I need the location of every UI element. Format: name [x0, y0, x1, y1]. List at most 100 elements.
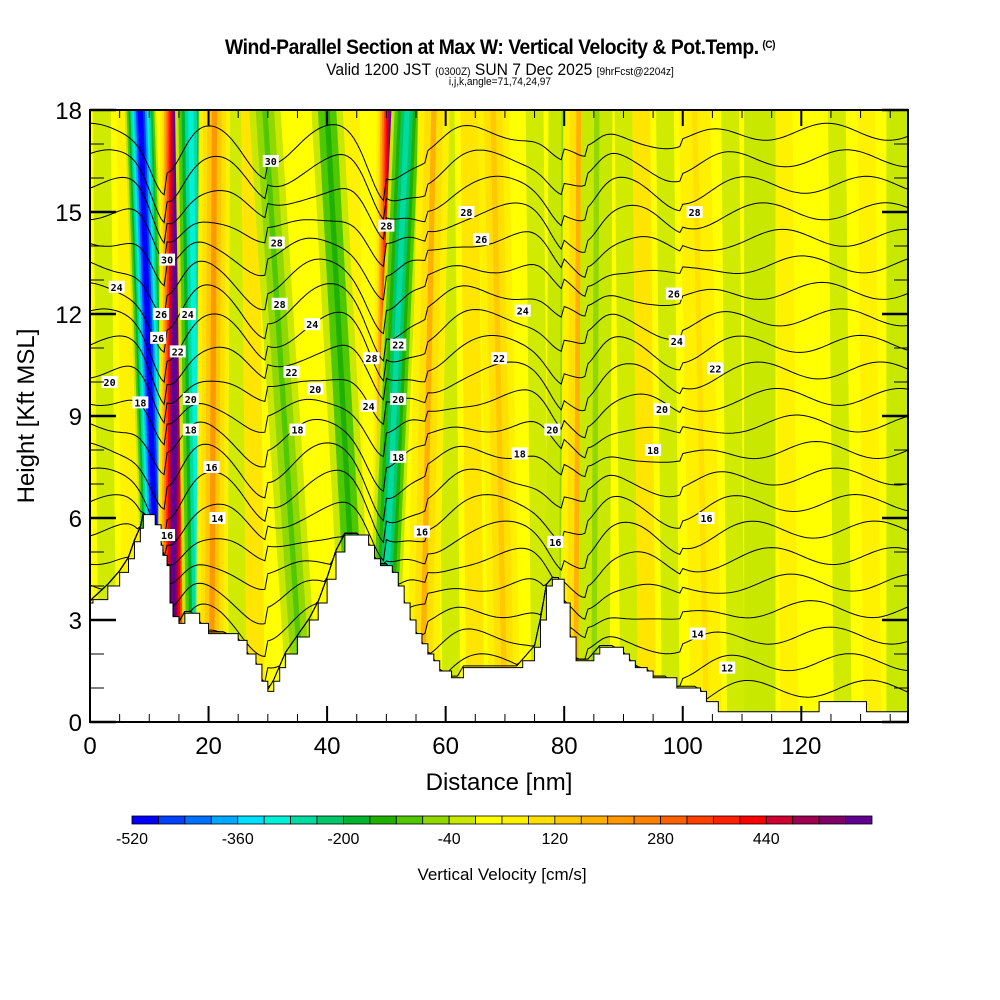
- contour-label: 20: [390, 393, 407, 406]
- contour-label-text: 28: [366, 354, 378, 365]
- contour-label-bg: [169, 345, 186, 358]
- chart-subtitle: Valid 1200 JST (0300Z) SUN 7 Dec 2025 [9…: [40, 60, 960, 80]
- contour-label-text: 12: [721, 664, 733, 675]
- contour-label-text: 16: [205, 463, 217, 474]
- w-band-layer: [208, 110, 218, 722]
- contour-label-bg: [390, 393, 407, 405]
- colorbar-bin: [263, 815, 291, 825]
- contour-label: 16: [413, 525, 430, 539]
- contour-label: 16: [203, 461, 220, 474]
- contour-label-bg: [491, 352, 507, 365]
- contour-label: 18: [289, 423, 306, 437]
- contour-label-bg: [378, 219, 395, 232]
- contour-label-bg: [363, 352, 380, 365]
- contour-label-text: 28: [380, 222, 392, 233]
- contour-labels: 30 28 28 24 22 20 18 16 14 16 24 30 26 24 26 22 20 18 20 18…: [101, 155, 736, 675]
- contour-label-bg: [645, 444, 662, 456]
- contour-label-bg: [514, 304, 531, 317]
- contour-label-text: 22: [286, 368, 298, 379]
- contour-label-bg: [289, 423, 306, 436]
- colorbar-bin: [343, 815, 371, 825]
- contour-label-bg: [544, 423, 561, 436]
- y-tick-label: 12: [55, 302, 82, 329]
- contour-label: 24: [179, 308, 196, 321]
- isentrope-28: [90, 255, 908, 335]
- colorbar-bin: [158, 815, 186, 825]
- contour-label-text: 18: [291, 426, 303, 437]
- contour-label-text: 28: [274, 300, 286, 311]
- y-tick-label: 3: [69, 608, 82, 635]
- contour-label-text: 20: [656, 405, 668, 416]
- contour-label-text: 26: [152, 334, 164, 345]
- w-band-downdraft-7: [744, 110, 776, 722]
- contour-label-bg: [547, 535, 564, 548]
- w-band-layer: [419, 110, 437, 722]
- x-tick-label: 60: [432, 733, 459, 760]
- valid-utc: (0300Z): [435, 66, 471, 78]
- contour-label-text: 22: [172, 347, 184, 358]
- potential-temperature-contours: [90, 122, 908, 700]
- colorbar-tick-label: -520: [116, 831, 148, 848]
- contour-label-text: 16: [416, 528, 428, 539]
- isentrope-26: [90, 308, 908, 384]
- contour-label: 26: [153, 308, 170, 321]
- w-band-layer: [573, 110, 582, 722]
- contour-label-bg: [179, 308, 196, 320]
- colorbar-bin: [607, 815, 635, 825]
- contour-label-bg: [390, 338, 407, 351]
- contour-label: 22: [169, 345, 186, 358]
- contour-label-bg: [707, 362, 724, 375]
- contour-label-text: 28: [460, 208, 472, 219]
- contour-label: 16: [547, 535, 564, 549]
- isentrope-22: [90, 414, 908, 492]
- isentrope-18: [90, 511, 908, 572]
- contour-label: 12: [719, 661, 736, 675]
- contour-label-text: 22: [709, 364, 721, 375]
- contour-label: 30: [262, 155, 279, 168]
- y-axis-label: Height [Kft MSL]: [13, 329, 40, 504]
- contour-label: 28: [268, 236, 285, 250]
- isentrope-23: [90, 388, 908, 458]
- x-tick-label: 120: [781, 733, 821, 760]
- contour-label: 22: [491, 352, 507, 365]
- title-text: Wind-Parallel Section at Max W: Vertical…: [225, 36, 759, 59]
- contour-label: 24: [514, 304, 531, 318]
- x-axis-label: Distance [nm]: [426, 769, 573, 796]
- colorbar-bin: [818, 815, 846, 825]
- w-band-updraft-3: [406, 110, 450, 722]
- x-tick-label: 40: [314, 733, 341, 760]
- contour-label: 14: [209, 512, 226, 525]
- contour-label: 26: [665, 287, 682, 301]
- w-stripe: [525, 110, 550, 722]
- isentrope-15: [90, 511, 908, 658]
- w-stripe: [656, 110, 680, 722]
- x-tick-label: 80: [551, 733, 578, 760]
- contour-label-bg: [132, 396, 149, 409]
- contour-label-bg: [307, 382, 324, 395]
- colorbar-bin: [660, 815, 688, 825]
- w-band-updraft-5: [477, 110, 521, 722]
- colorbar-bin: [580, 815, 609, 825]
- contour-label: 30: [159, 253, 176, 267]
- w-band-downdraft-6: [578, 110, 613, 722]
- contour-label: 22: [390, 338, 407, 352]
- contour-label-bg: [108, 280, 125, 293]
- colorbar-tick-label: -360: [222, 831, 254, 848]
- w-stripe: [721, 110, 745, 722]
- contour-label-bg: [360, 399, 377, 412]
- w-stripe: [632, 110, 657, 722]
- w-band-updraft-6: [678, 110, 723, 722]
- contour-label-text: 20: [185, 395, 197, 406]
- y-tick-label: 6: [69, 506, 82, 533]
- isentrope-17: [90, 511, 908, 598]
- contour-label-bg: [413, 525, 430, 538]
- contour-label: 26: [473, 233, 490, 246]
- contour-label: 20: [544, 423, 561, 437]
- contour-label: 20: [307, 382, 324, 396]
- contour-label-bg: [271, 297, 288, 310]
- contour-label: 26: [150, 331, 167, 345]
- contour-label-bg: [668, 335, 685, 348]
- axes: 0 20 40 60 80 100 120 0 3 6 9 12 15 18 Distance [nm] He…: [13, 98, 909, 796]
- colorbar-bin: [184, 815, 212, 825]
